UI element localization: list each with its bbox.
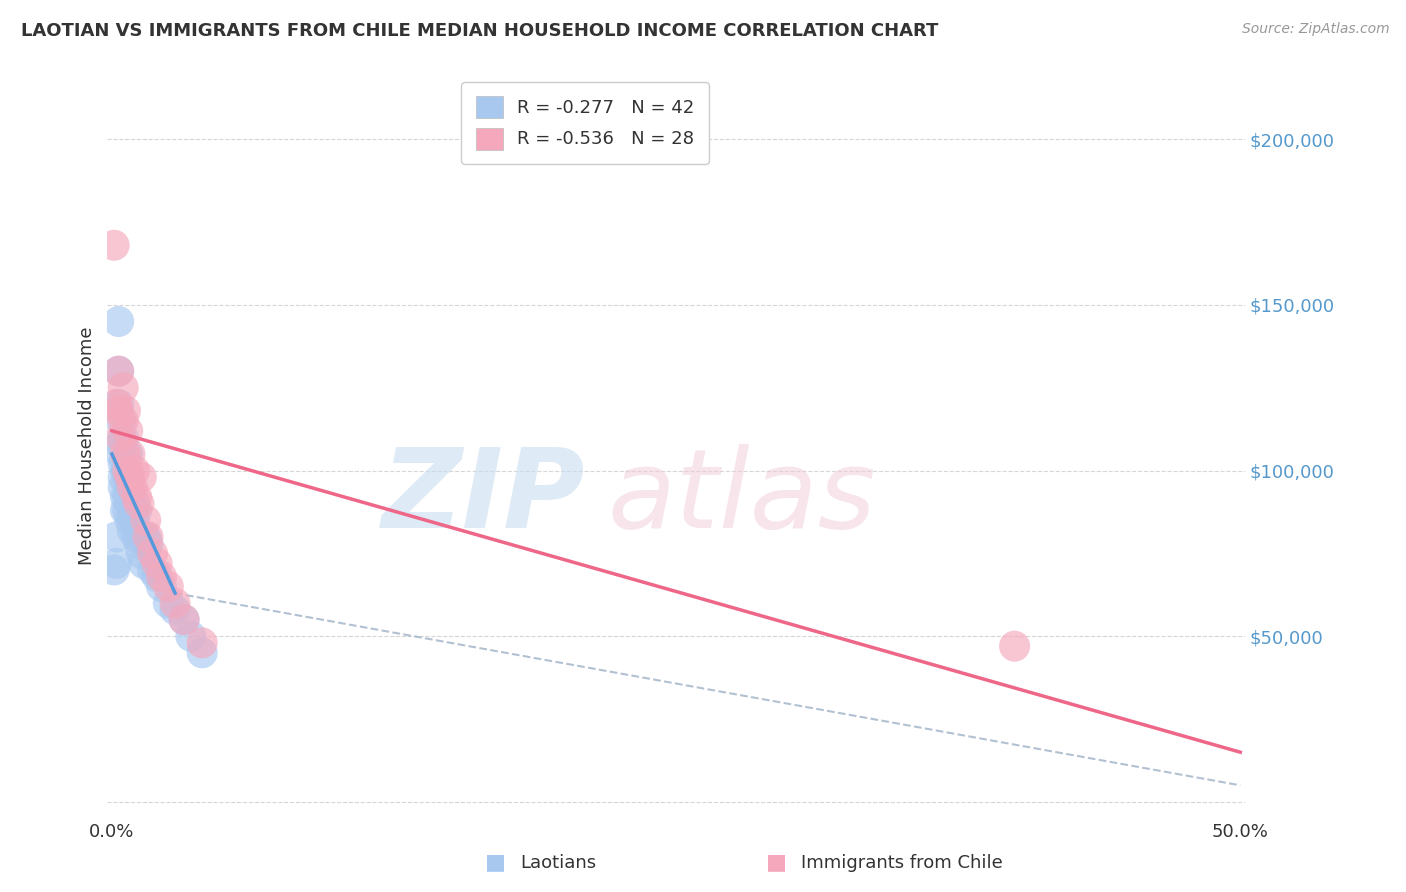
Point	[105, 557, 128, 571]
Text: ■: ■	[766, 853, 787, 872]
Point	[107, 364, 129, 378]
Point	[125, 530, 148, 544]
Point	[118, 513, 141, 527]
Point	[112, 470, 135, 484]
Point	[118, 447, 141, 461]
Point	[191, 636, 214, 650]
Point	[146, 557, 169, 571]
Point	[146, 569, 169, 583]
Point	[135, 530, 157, 544]
Point	[112, 480, 135, 494]
Point	[114, 404, 136, 418]
Y-axis label: Median Household Income: Median Household Income	[79, 326, 96, 565]
Point	[135, 513, 157, 527]
Text: ZIP: ZIP	[381, 444, 585, 551]
Point	[128, 497, 150, 511]
Point	[114, 447, 136, 461]
Point	[103, 563, 125, 577]
Point	[107, 397, 129, 411]
Point	[136, 530, 159, 544]
Point	[125, 503, 148, 517]
Point	[110, 437, 132, 451]
Point	[117, 503, 139, 517]
Point	[121, 523, 143, 537]
Point	[191, 646, 214, 660]
Point	[105, 397, 128, 411]
Point	[141, 546, 163, 560]
Point	[173, 613, 195, 627]
Point	[117, 424, 139, 438]
Point	[110, 414, 132, 428]
Point	[125, 490, 148, 504]
Point	[112, 457, 135, 471]
Point	[128, 536, 150, 550]
Point	[129, 470, 152, 484]
Point	[107, 364, 129, 378]
Point	[117, 464, 139, 478]
Text: atlas: atlas	[607, 444, 876, 551]
Text: Immigrants from Chile: Immigrants from Chile	[801, 855, 1002, 872]
Point	[112, 381, 135, 395]
Point	[118, 497, 141, 511]
Point	[110, 447, 132, 461]
Text: Source: ZipAtlas.com: Source: ZipAtlas.com	[1241, 22, 1389, 37]
Point	[124, 464, 146, 478]
Point	[112, 430, 135, 444]
Point	[157, 596, 180, 610]
Point	[150, 580, 173, 594]
Point	[180, 629, 202, 643]
Point	[141, 563, 163, 577]
Point	[129, 546, 152, 560]
Point	[114, 490, 136, 504]
Point	[1004, 639, 1026, 653]
Point	[114, 503, 136, 517]
Point	[114, 464, 136, 478]
Point	[124, 513, 146, 527]
Point	[136, 536, 159, 550]
Point	[118, 470, 141, 484]
Point	[157, 580, 180, 594]
Point	[117, 447, 139, 461]
Point	[117, 470, 139, 484]
Point	[107, 404, 129, 418]
Point	[103, 238, 125, 252]
Point	[132, 557, 155, 571]
Point	[107, 314, 129, 328]
Point	[150, 569, 173, 583]
Legend: R = -0.277   N = 42, R = -0.536   N = 28: R = -0.277 N = 42, R = -0.536 N = 28	[461, 82, 709, 164]
Text: Laotians: Laotians	[520, 855, 596, 872]
Point	[173, 613, 195, 627]
Point	[112, 414, 135, 428]
Point	[110, 430, 132, 444]
Point	[121, 503, 143, 517]
Point	[124, 497, 146, 511]
Point	[117, 490, 139, 504]
Point	[165, 603, 187, 617]
Point	[165, 596, 187, 610]
Point	[121, 480, 143, 494]
Text: LAOTIAN VS IMMIGRANTS FROM CHILE MEDIAN HOUSEHOLD INCOME CORRELATION CHART: LAOTIAN VS IMMIGRANTS FROM CHILE MEDIAN …	[21, 22, 938, 40]
Point	[105, 530, 128, 544]
Text: ■: ■	[485, 853, 506, 872]
Point	[118, 480, 141, 494]
